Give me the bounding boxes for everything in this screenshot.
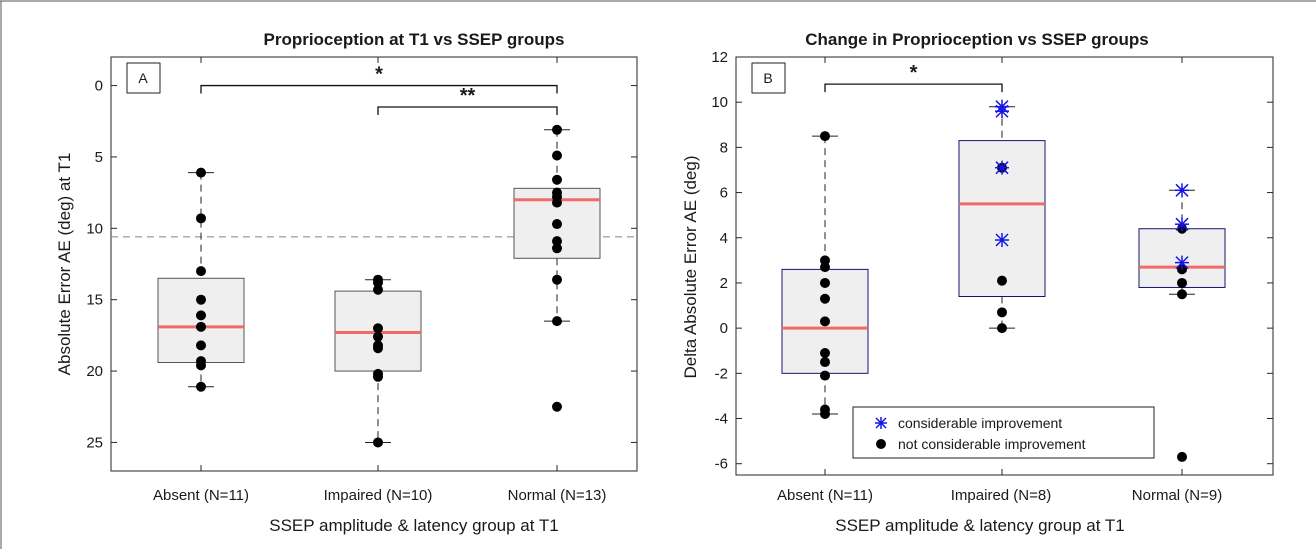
panel-b-data-point: [820, 347, 830, 358]
panel-a-xlabel: SSEP amplitude & latency group at T1: [269, 516, 559, 535]
panel-b-data-point: [820, 408, 830, 419]
panel-b-xtick-2: Normal (N=9): [1132, 487, 1222, 504]
panel-a-data-point: [373, 323, 383, 334]
panel-a-ytick-label: 10: [86, 220, 103, 237]
panel-a-data-point: [552, 219, 562, 230]
panel-a-data-point: [196, 340, 206, 351]
panel-a-significance-label: **: [460, 85, 476, 107]
panel-a-xtick-0: Absent (N=11): [153, 487, 249, 504]
panel-b-improvement-point: [995, 233, 1009, 248]
panel-b-improvement-point: [995, 160, 1009, 175]
panel-b-xtick-0: Absent (N=11): [777, 487, 873, 504]
panel-b-data-point: [820, 262, 830, 273]
panel-b-data-point: [820, 370, 830, 381]
panel-a-data-point: [552, 197, 562, 208]
panel-a-ylabel: Absolute Error AE (deg) at T1: [55, 153, 74, 376]
panel-a-ytick-label: 25: [86, 434, 103, 451]
panel-a-data-point: [552, 174, 562, 185]
panel-b-xlabel: SSEP amplitude & latency group at T1: [835, 516, 1125, 535]
panel-a-data-point: [196, 321, 206, 332]
panel-a-data-point: [373, 437, 383, 448]
legend-not-improvement-marker: [876, 439, 886, 449]
panel-b-ytick-label: 0: [720, 320, 728, 337]
panel-a-significance-bracket: [377, 106, 558, 115]
legend-improvement-label: considerable improvement: [898, 415, 1062, 431]
panel-a-data-point: [373, 331, 383, 342]
panel-a-data-point: [552, 150, 562, 161]
panel-a-data-point: [552, 401, 562, 412]
legend-improvement-marker: [875, 417, 887, 429]
panel-b-ytick-label: 4: [720, 230, 728, 247]
panel-b-improvement-point: [995, 104, 1009, 119]
panel-b-ytick-label: -6: [715, 456, 728, 473]
panel-b-data-point: [820, 131, 830, 142]
panel-b-ylabel: Delta Absolute Error AE (deg): [681, 155, 700, 378]
panel-a-data-point: [552, 124, 562, 135]
panel-b-ytick-label: 2: [720, 275, 728, 292]
panel-a-xtick-1: Impaired (N=10): [324, 487, 433, 504]
panel-a-letter-box: [126, 62, 161, 94]
panel-b-letter-box: [751, 62, 786, 94]
panel-b-data-point: [1177, 289, 1187, 300]
panel-b-data-point: [820, 277, 830, 288]
panel-b-title: Change in Proprioception vs SSEP groups: [805, 30, 1149, 49]
panel-a-ytick-label: 20: [86, 363, 103, 380]
panel-b-ytick-label: -4: [715, 411, 728, 428]
legend-box: [852, 406, 1155, 459]
legend-not-improvement-label: not considerable improvement: [898, 436, 1086, 452]
panel-a-data-point: [552, 236, 562, 247]
panel-b-letter: B: [763, 70, 772, 86]
panel-b-xtick-1: Impaired (N=8): [951, 487, 1051, 504]
panel-a-data-point: [196, 213, 206, 224]
panel-a-significance-bracket: [200, 84, 558, 94]
panel-b-data-point: [820, 293, 830, 304]
panel-a-data-point: [373, 284, 383, 295]
panel-a-title: Proprioception at T1 vs SSEP groups: [263, 30, 564, 49]
panel-a-data-point: [196, 167, 206, 178]
panel-a-data-point: [552, 274, 562, 285]
panel-b-improvement-point: [1175, 183, 1189, 198]
panel-a-significance-label: *: [375, 64, 383, 86]
panel-a-ytick-label: 5: [95, 149, 103, 166]
panel-a-data-point: [196, 266, 206, 277]
panel-b-improvement-point: [1175, 217, 1189, 232]
panel-a-xtick-2: Normal (N=13): [508, 487, 607, 504]
panel-a-data-point: [196, 360, 206, 371]
panel-b-data-point: [820, 357, 830, 368]
panel-b-data-point: [820, 316, 830, 327]
panel-b-data-point: [997, 323, 1007, 334]
panel-a-data-point: [552, 316, 562, 327]
panel-b-ytick-label: -2: [715, 365, 728, 382]
panel-b-improvement-point: [1175, 255, 1189, 270]
panel-b-ytick-label: 6: [720, 185, 728, 202]
panel-b-ytick-label: 8: [720, 139, 728, 156]
panel-b-data-point: [1177, 277, 1187, 288]
panel-a-axes-frame: [110, 56, 638, 472]
panel-a-data-point: [196, 294, 206, 305]
panel-b-ytick-label: 12: [711, 49, 728, 66]
panel-a-data-point: [373, 277, 383, 288]
panel-a-data-point: [196, 381, 206, 392]
panel-b-ytick-label: 10: [711, 94, 728, 111]
panel-a-ytick-label: 15: [86, 292, 103, 309]
panel-a-data-point: [196, 310, 206, 321]
panel-a-data-point: [552, 243, 562, 254]
panel-a-data-point: [373, 343, 383, 354]
panel-b: -6 -4 -2 0 2 4 6 8 10 12 *: [711, 49, 1274, 476]
panel-b-data-point: [997, 307, 1007, 318]
panel-b-axes-frame: [735, 56, 1274, 476]
panel-a-ytick-label: 0: [95, 78, 103, 95]
panel-a-data-point: [373, 371, 383, 382]
panel-a-letter: A: [138, 70, 148, 86]
panel-b-data-point: [1177, 451, 1187, 462]
panel-b-data-point: [997, 275, 1007, 286]
panel-b-significance-bracket: [824, 83, 1003, 93]
panel-b-significance-label: *: [910, 62, 918, 84]
